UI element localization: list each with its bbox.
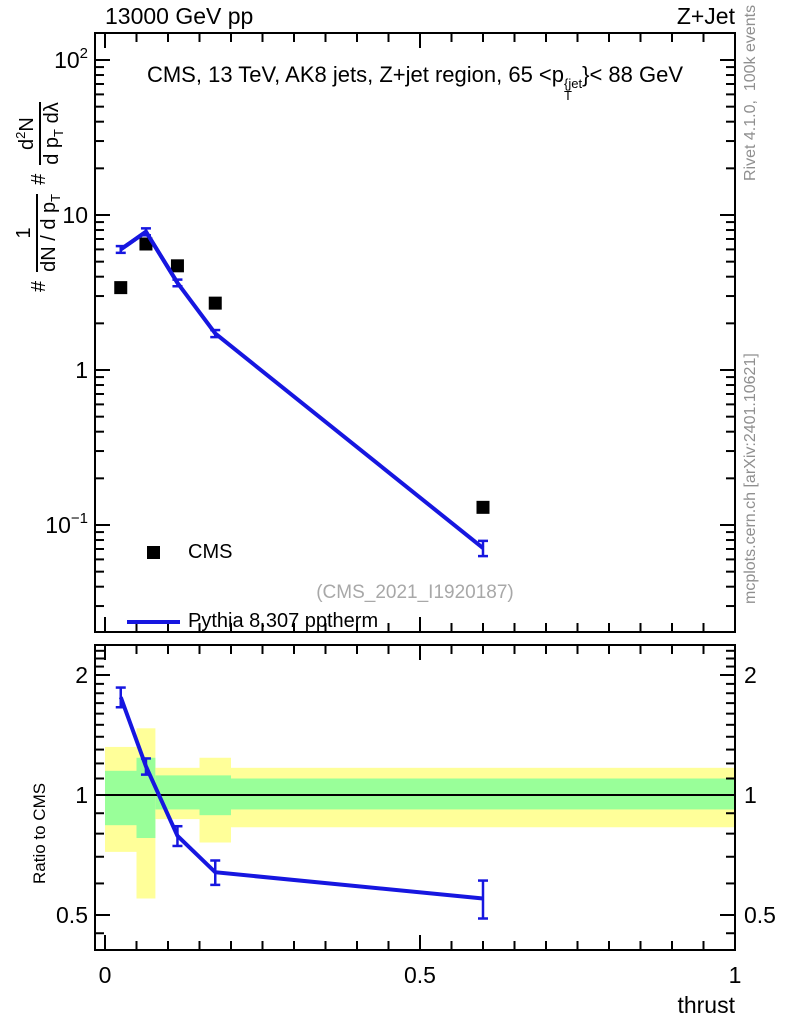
ratio-y-tick-label-left: 0.5 [56, 902, 88, 928]
stat-band-green [105, 770, 137, 826]
x-axis-label: thrust [677, 992, 735, 1018]
frac2-numerator: d2N [10, 117, 38, 150]
ratio-y-axis-label: Ratio to CMS [30, 782, 49, 884]
process-label: Z+Jet [676, 3, 735, 29]
main-y-tick-label: 102 [54, 45, 88, 73]
ylabel-hash-2: # [28, 173, 50, 185]
exponent: −1 [71, 510, 88, 527]
plot-title-pre: CMS, 13 TeV, AK8 jets, Z+jet region, 65 … [146, 62, 565, 87]
main-y-axis-label: # 1 dN / d pT # d2N d pT dλ [10, 102, 69, 292]
frac2-num-n: N [16, 117, 38, 132]
main-y-tick-label: 10 [62, 202, 88, 228]
ratio-y-tick-label-left: 1 [75, 782, 88, 808]
ratio-y-tick-label-left: 2 [75, 662, 88, 688]
plot-title: CMS, 13 TeV, AK8 jets, Z+jet region, 65 … [95, 62, 735, 102]
legend-label-cms: CMS [188, 541, 233, 563]
analysis-id-watermark: (CMS_2021_I1920187) [316, 582, 514, 603]
legend-marker-zone [127, 619, 180, 624]
x-tick-label: 1 [729, 962, 742, 988]
frac2-den-sub: T [51, 128, 66, 137]
ylabel-hash-1: # [28, 280, 50, 292]
frac1-numerator: 1 [12, 227, 35, 239]
frac2-num-d: d [16, 138, 38, 150]
frac2-den-tail: dλ [41, 102, 63, 129]
mcplots-arxiv-note: mcplots.cern.ch [arXiv:2401.10621] [742, 353, 759, 604]
rivet-version-note: Rivet 4.1.0, 100k events [742, 4, 759, 181]
ratio-y-tick-label-right: 1 [744, 782, 757, 808]
main-panel-frame [94, 32, 736, 633]
legend: CMS Pythia 8.307 pptherm [127, 495, 378, 679]
main-y-tick-label: 10−1 [45, 510, 88, 538]
ratio-y-tick-label-right: 0.5 [744, 902, 776, 928]
frac2-denominator: d pT dλ [41, 102, 69, 165]
exponent: 2 [80, 45, 88, 62]
pythia-curve-overlay [119, 228, 180, 284]
frac1-den-text: dN / d p [37, 201, 60, 272]
cms-data-point [114, 281, 128, 295]
cms-data-point [170, 259, 184, 273]
frac1-den-sub: T [47, 193, 63, 202]
x-tick-label: 0.5 [404, 962, 436, 988]
ratio-y-tick-label-right: 2 [744, 662, 757, 688]
pt-sup-sub: {jet T [564, 76, 583, 103]
ylabel-fraction-2: d2N d pT dλ [10, 102, 69, 165]
frac1-denominator: dN / d pT [37, 193, 66, 272]
cms-square-marker-icon [147, 546, 160, 559]
legend-marker-zone [127, 546, 180, 559]
pythia-line-marker-icon [127, 619, 180, 624]
frac2-den-text: d p [41, 136, 63, 165]
cms-data-point [476, 500, 490, 514]
main-y-tick-label: 1 [75, 357, 88, 383]
ylabel-fraction-1: 1 dN / d pT [12, 193, 66, 272]
beam-energy-label: 13000 GeV pp [105, 3, 254, 29]
stat-band-green [231, 778, 735, 810]
legend-label-pythia: Pythia 8.307 pptherm [188, 610, 379, 632]
frac2-num-sup: 2 [13, 131, 28, 139]
x-tick-label: 0 [99, 962, 112, 988]
plot-title-sup: {jet [564, 76, 583, 91]
cms-data-point [208, 296, 222, 310]
ratio-panel-frame [94, 644, 736, 951]
plot-title-post: }< 88 GeV [582, 62, 684, 87]
plot-title-sub: T [564, 88, 572, 103]
legend-item-cms: CMS [127, 541, 378, 564]
legend-item-pythia: Pythia 8.307 pptherm [127, 610, 378, 633]
